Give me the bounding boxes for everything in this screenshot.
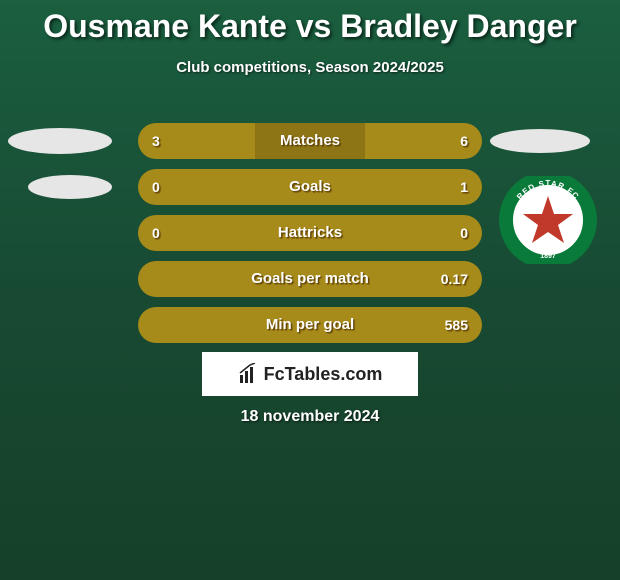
watermark: FcTables.com <box>202 352 418 396</box>
chart-icon <box>238 363 260 385</box>
stat-value-right: 0.17 <box>441 261 468 297</box>
stat-label: Goals <box>138 169 482 205</box>
stat-value-right: 585 <box>445 307 468 343</box>
stat-bar: Goals per match0.17 <box>138 261 482 297</box>
stat-row: Matches3 6 <box>0 118 620 164</box>
stat-label: Goals per match <box>138 261 482 297</box>
stat-value-left: 0 <box>152 215 160 251</box>
watermark-text: FcTables.com <box>264 364 383 385</box>
stat-value-right: 6 <box>460 123 468 159</box>
stat-bar: Hattricks0 0 <box>138 215 482 251</box>
stat-value-right: 0 <box>460 215 468 251</box>
player-a-blob <box>28 175 112 199</box>
stat-label: Hattricks <box>138 215 482 251</box>
stat-value-right: 1 <box>460 169 468 205</box>
player-b-blob <box>490 129 590 153</box>
club-logo: RED STAR FC 1897 <box>498 176 598 264</box>
stat-row: Min per goal585 <box>0 302 620 348</box>
stat-label: Min per goal <box>138 307 482 343</box>
stat-label: Matches <box>138 123 482 159</box>
player-a-blob <box>8 128 112 154</box>
stat-bar: Min per goal585 <box>138 307 482 343</box>
page-subtitle: Club competitions, Season 2024/2025 <box>0 59 620 76</box>
date-text: 18 november 2024 <box>0 408 620 426</box>
stat-bar: Goals0 1 <box>138 169 482 205</box>
stat-bar: Matches3 6 <box>138 123 482 159</box>
page-title: Ousmane Kante vs Bradley Danger <box>0 0 620 45</box>
stat-value-left: 3 <box>152 123 160 159</box>
svg-text:1897: 1897 <box>540 253 556 260</box>
stat-value-left: 0 <box>152 169 160 205</box>
